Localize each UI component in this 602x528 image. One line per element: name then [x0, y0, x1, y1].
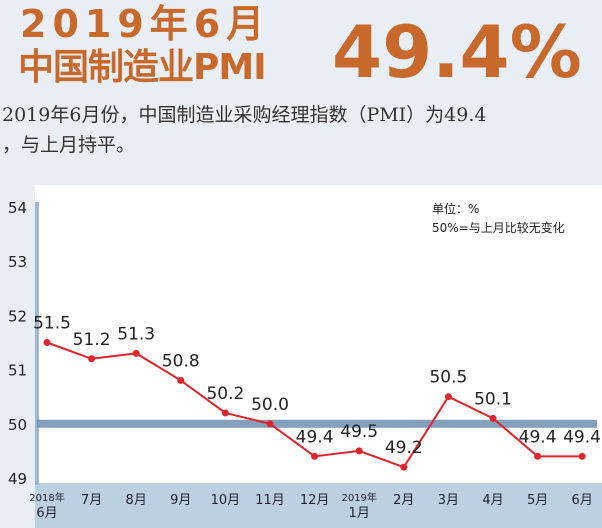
data-point — [266, 420, 274, 428]
data-label: 50.8 — [162, 351, 200, 371]
x-axis-band — [35, 483, 602, 528]
data-point — [400, 463, 408, 471]
data-point — [489, 414, 497, 422]
reference-line-50 — [37, 419, 597, 428]
data-point — [43, 339, 51, 346]
headline-value: 49.4% — [332, 10, 582, 94]
y-tick-label: 52 — [8, 307, 27, 325]
data-label: 49.2 — [385, 438, 423, 458]
data-label: 49.4 — [296, 427, 334, 447]
y-tick-label: 51 — [8, 362, 27, 380]
data-label: 50.2 — [206, 384, 244, 404]
annotation-baseline: 50%=与上月比较无变化 — [432, 220, 565, 235]
data-point — [132, 349, 140, 357]
data-point — [534, 452, 542, 460]
data-label: 49.4 — [563, 427, 601, 447]
x-tick-label: 2018年 6月 — [29, 491, 64, 521]
y-tick-label: 50 — [8, 416, 27, 434]
data-label: 49.5 — [340, 422, 378, 442]
annotation-unit: 单位：% — [432, 201, 479, 216]
x-tick-label: 11月 — [255, 493, 285, 508]
x-tick-label: 6月 — [572, 493, 593, 508]
data-point — [311, 452, 319, 460]
data-point — [177, 376, 185, 384]
y-axis-line — [35, 202, 39, 485]
y-tick-label: 53 — [8, 253, 27, 271]
x-tick-label: 10月 — [211, 493, 241, 508]
data-label: 50.5 — [429, 368, 467, 388]
plot-background — [35, 185, 602, 485]
y-tick-label: 54 — [8, 199, 27, 217]
data-point — [444, 393, 452, 401]
x-tick-label: 7月 — [81, 493, 102, 508]
data-label: 50.1 — [474, 389, 512, 409]
description-line1: 2019年6月份，中国制造业采购经理指数（PMI）为49.4 — [2, 104, 487, 126]
description-line2: ，与上月持平。 — [2, 134, 136, 156]
data-label: 51.3 — [117, 324, 155, 344]
x-tick-label: 5月 — [527, 493, 548, 508]
x-tick-label: 8月 — [126, 493, 147, 508]
title-date: 2019年6月 — [20, 2, 271, 46]
data-point — [355, 447, 363, 455]
data-point — [88, 355, 96, 363]
data-point — [578, 452, 586, 460]
x-tick-label: 2月 — [393, 493, 414, 508]
x-tick-label: 9月 — [170, 493, 191, 508]
x-tick-label: 4月 — [482, 493, 503, 508]
title-subject: 中国制造业PMI — [18, 47, 267, 88]
y-tick-label: 49 — [8, 470, 27, 488]
data-label: 49.4 — [519, 427, 557, 447]
data-label: 51.2 — [73, 330, 111, 350]
x-tick-label: 12月 — [300, 493, 330, 508]
pmi-line-chart: 单位：% 50%=与上月比较无变化 49 50 51 52 53 54 2018年 6月 7月… — [8, 185, 602, 528]
description: 2019年6月份，中国制造业采购经理指数（PMI）为49.4 ，与上月持平。 — [2, 100, 487, 160]
data-label: 51.5 — [33, 314, 71, 334]
x-tick-label: 2019年 1月 — [341, 491, 376, 521]
x-tick-label: 3月 — [438, 493, 459, 508]
data-label: 50.0 — [251, 395, 289, 415]
data-point — [221, 409, 229, 417]
